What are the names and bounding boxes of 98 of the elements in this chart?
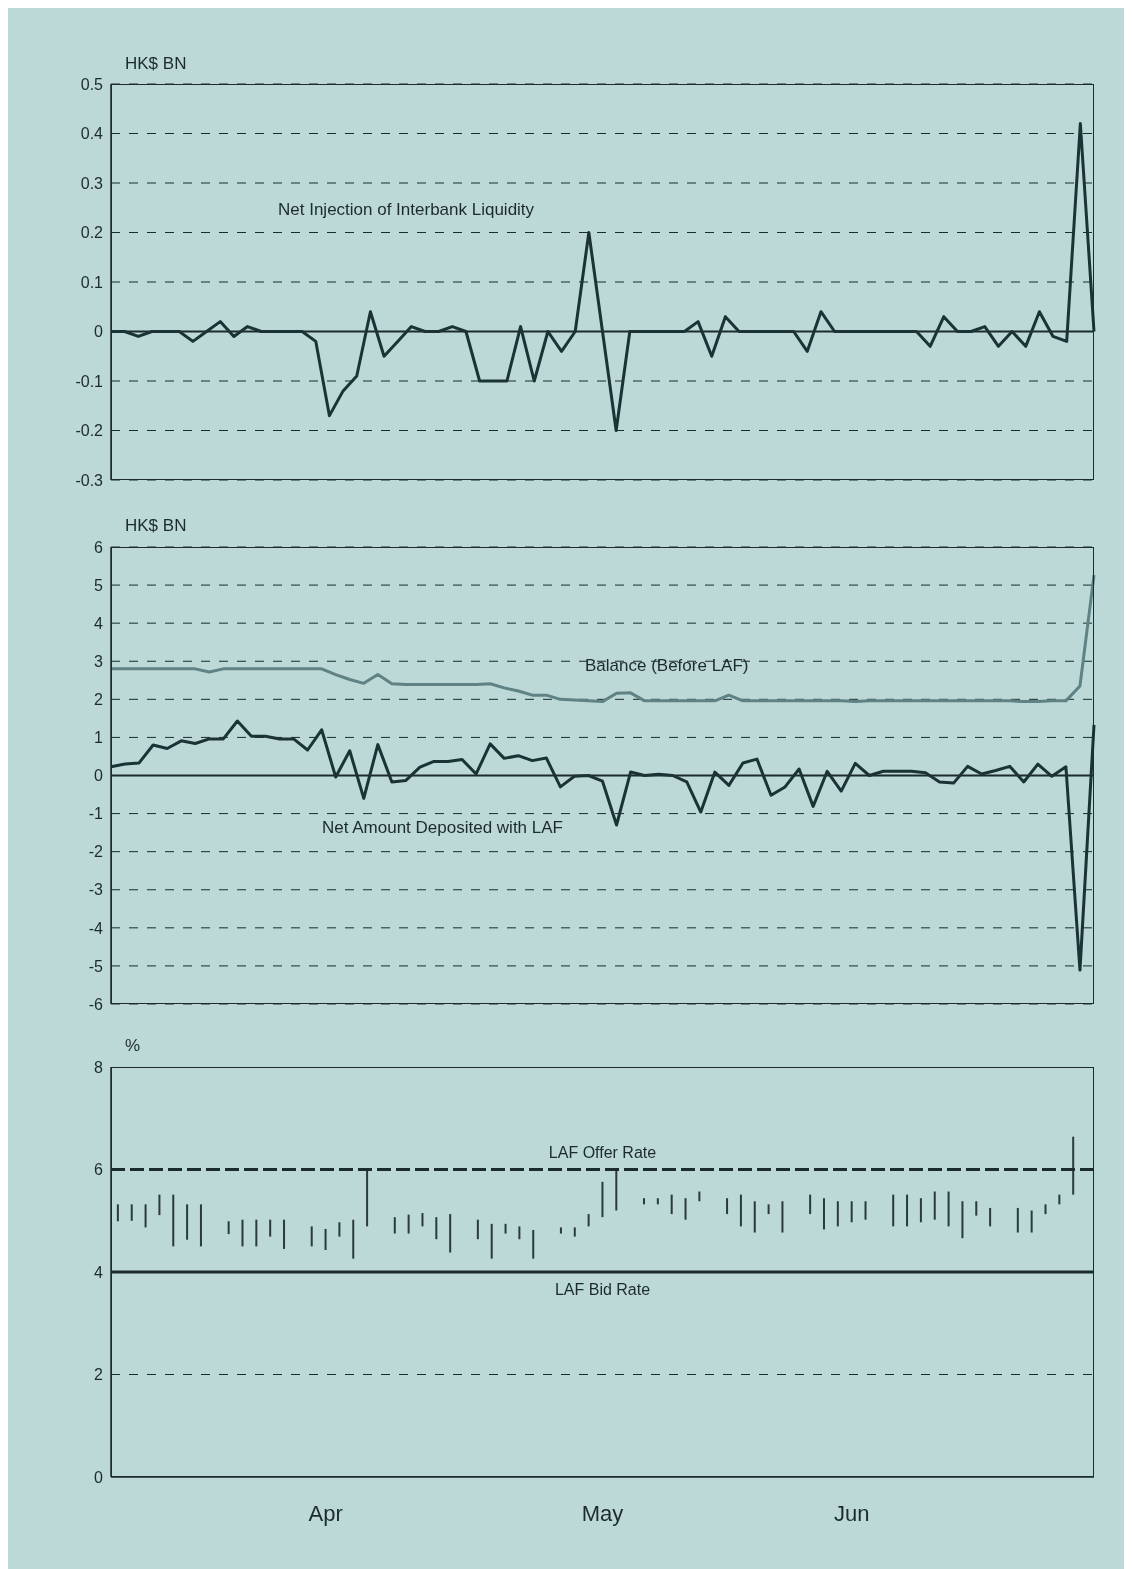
series-label: Net Amount Deposited with LAF: [322, 818, 563, 838]
bar: [186, 1204, 189, 1240]
bar: [1072, 1136, 1075, 1195]
bar: [587, 1214, 590, 1227]
bar: [1058, 1194, 1061, 1205]
y-axis-title: %: [125, 1036, 141, 1056]
bar: [338, 1222, 341, 1237]
bar: [573, 1227, 576, 1237]
y-tick-label: 1: [94, 729, 104, 747]
bar: [656, 1198, 659, 1205]
y-tick-label: 4: [94, 1263, 104, 1281]
y-tick-label: 0: [94, 323, 104, 341]
y-tick-label: -3: [88, 881, 104, 899]
y-tick-label: 4: [94, 614, 104, 632]
bar: [407, 1214, 410, 1234]
bar: [476, 1219, 479, 1240]
y-tick-label: 6: [94, 1161, 104, 1179]
bar: [393, 1217, 396, 1234]
bar: [1030, 1210, 1033, 1233]
bar: [906, 1194, 909, 1227]
y-tick-label: -0.3: [75, 471, 104, 489]
bar: [324, 1228, 327, 1250]
bar: [947, 1191, 950, 1227]
bar: [864, 1201, 867, 1220]
bar: [781, 1201, 784, 1233]
bar: [172, 1194, 175, 1247]
bar: [158, 1194, 161, 1216]
y-tick-label: -0.1: [75, 372, 104, 390]
y-axis-title: HK$ BN: [125, 516, 187, 536]
bar: [199, 1204, 202, 1247]
bar: [822, 1198, 825, 1230]
y-tick-label: 0.1: [80, 273, 104, 291]
y-tick-label: 2: [94, 691, 104, 709]
bar: [615, 1169, 618, 1211]
bar: [850, 1201, 853, 1223]
bar: [227, 1221, 230, 1235]
bar: [269, 1219, 272, 1237]
bar: [421, 1213, 424, 1227]
y-tick-label: 0.2: [80, 224, 104, 242]
y-tick-label: -1: [88, 805, 104, 823]
y-tick-label: -4: [88, 919, 104, 937]
bar: [767, 1204, 770, 1215]
y-tick-label: 0: [94, 767, 104, 785]
bar: [366, 1169, 369, 1227]
y-tick-label: 3: [94, 652, 104, 670]
bar: [352, 1219, 355, 1259]
bar: [670, 1194, 673, 1215]
y-tick-label: -2: [88, 843, 104, 861]
bar: [1044, 1204, 1047, 1215]
y-tick-label: 8: [94, 1058, 104, 1076]
bar: [975, 1201, 978, 1216]
bar: [130, 1204, 133, 1221]
bar: [892, 1194, 895, 1227]
ref-line-label: LAF Offer Rate: [548, 1143, 657, 1161]
bar: [310, 1226, 313, 1247]
bar: [116, 1204, 119, 1222]
x-tick-label: Apr: [308, 1500, 343, 1526]
bar: [532, 1229, 535, 1259]
y-tick-label: 6: [94, 538, 104, 556]
bar: [1016, 1207, 1019, 1233]
bar: [961, 1201, 964, 1239]
y-tick-label: -5: [88, 957, 104, 975]
bar: [698, 1191, 701, 1202]
bar: [144, 1204, 147, 1228]
bar: [809, 1194, 812, 1215]
bar: [933, 1191, 936, 1220]
ref-line-label: LAF Bid Rate: [554, 1281, 651, 1299]
bar: [726, 1198, 729, 1215]
bar: [989, 1207, 992, 1227]
bar: [504, 1223, 507, 1234]
bar: [241, 1219, 244, 1247]
bar: [836, 1201, 839, 1227]
y-tick-label: -0.2: [75, 422, 104, 440]
line-series: [109, 573, 1096, 704]
series-label: Balance (Before LAF): [585, 656, 749, 676]
bar: [684, 1198, 687, 1220]
bar: [601, 1181, 604, 1218]
y-tick-label: 0: [94, 1468, 104, 1486]
bar: [643, 1198, 645, 1205]
bar: [283, 1219, 286, 1249]
bar: [559, 1227, 562, 1234]
y-axis-title: HK$ BN: [125, 54, 187, 74]
y-tick-label: 5: [94, 576, 104, 594]
bar: [919, 1198, 922, 1223]
y-tick-label: 2: [94, 1366, 104, 1384]
y-tick-label: 0.4: [80, 125, 104, 143]
y-tick-label: -6: [88, 995, 104, 1013]
y-tick-label: 0.3: [80, 174, 104, 192]
x-tick-label: May: [581, 1500, 624, 1526]
bar: [518, 1226, 521, 1240]
x-tick-label: Jun: [833, 1500, 870, 1526]
bar: [753, 1201, 756, 1233]
bar: [449, 1214, 452, 1253]
bar: [490, 1223, 493, 1259]
y-tick-label: 0.5: [80, 75, 104, 93]
bar: [435, 1217, 438, 1240]
bar: [739, 1194, 742, 1227]
text: Net Injection of Interbank Liquidity: [278, 200, 535, 220]
